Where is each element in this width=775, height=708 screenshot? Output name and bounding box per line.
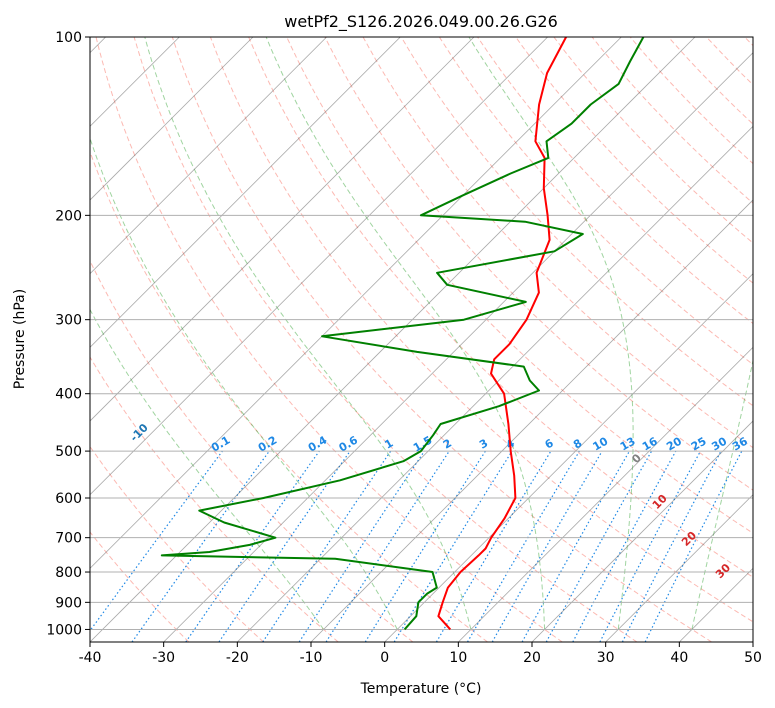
chart-title: wetPf2_S126.2026.049.00.26.G26 [284,12,558,32]
isotherm-line [90,37,548,496]
y-axis: 100 200 300 400 500 600 700 800 900 1000 [46,30,90,638]
y-tick-label: 300 [55,313,82,329]
y-tick-label: 500 [55,444,82,460]
mixing-ratio-lines [90,450,743,642]
mixing-ratio-line [262,450,392,642]
plot-area: 0.10.20.40.611.52346810131620253036-100-… [90,37,771,642]
mixing-ratio-line [545,450,653,642]
x-tick-label: 30 [597,650,615,666]
x-tick-label: -30 [152,650,175,666]
x-tick-label: -10 [300,650,323,666]
moist-adiabat-line [468,37,634,630]
isotherm-line [384,273,753,642]
mixing-ratio-line [218,450,351,642]
dry-adiabat-line [248,37,753,578]
mixing-ratio-line [521,450,631,642]
dry-adiabat-line [209,37,753,623]
temperature-profile [437,37,567,631]
dry-adiabat-line [95,37,563,642]
x-tick-label: 50 [744,650,762,666]
isotherm-line [605,494,753,642]
isotherm-line [90,37,622,569]
moist-adiabat-line [691,358,753,630]
isotherm-line [458,346,753,642]
mixing-ratio-line [90,450,223,632]
y-axis-label: Pressure (hPa) [12,289,28,389]
isotherm-line [90,37,475,422]
mixing-ratio-line [393,450,513,642]
isotherm-line [90,37,696,642]
dry-adiabat-line [362,37,753,449]
dry-adiabat-line [90,150,488,642]
dewpoint-profile [160,37,645,631]
dry-adiabat-line [90,531,190,642]
y-tick-label: 900 [55,595,82,611]
x-tick-label: -20 [226,650,249,666]
x-tick-label: 10 [449,650,467,666]
dry-adiabat-line [476,37,753,325]
moist-adiabat-line [90,308,324,630]
dry-adiabat-line [400,37,753,407]
pressure-gridlines [90,37,753,630]
mixing-ratio-line [131,450,270,642]
x-tick-label: 40 [670,650,688,666]
dry-adiabat-line [591,37,753,204]
y-tick-label: 700 [55,531,82,547]
y-tick-label: 1000 [46,622,82,638]
x-tick-label: -40 [79,650,102,666]
y-tick-label: 100 [55,30,82,46]
mixing-ratio-line [298,450,425,642]
dry-adiabat-line [438,37,753,366]
plot-frame [89,36,754,643]
isotherm-line [310,199,753,642]
dry-adiabat-line [90,356,339,642]
mixing-ratio-line [185,450,320,642]
dry-adiabat-line [171,37,712,642]
isotherm-line [90,37,401,348]
sounding-series [160,37,645,631]
isotherm-line [90,37,254,201]
theta-label: 40 [751,590,771,610]
dry-adiabat-line [324,37,753,491]
isotherm-line [90,37,327,275]
x-tick-label: 0 [380,650,389,666]
dry-adiabats [90,37,753,642]
dry-adiabat-line [90,259,414,642]
x-axis-label: Temperature (°C) [360,681,482,697]
moist-adiabat-line [265,37,546,630]
x-axis: -40 -30 -20 -10 0 10 20 30 40 50 [79,642,762,666]
y-tick-label: 400 [55,387,82,403]
isotherm-line [237,125,753,642]
mixing-ratio-line [572,450,677,642]
y-tick-label: 600 [55,491,82,507]
x-tick-label: 20 [523,650,541,666]
dry-adiabat-line [515,37,753,284]
y-tick-label: 800 [55,565,82,581]
mixing-ratio-line [644,450,743,642]
moist-adiabat-line [90,136,398,630]
y-tick-label: 200 [55,208,82,224]
isotherm-line [531,420,753,642]
dry-adiabat-line [286,37,753,534]
